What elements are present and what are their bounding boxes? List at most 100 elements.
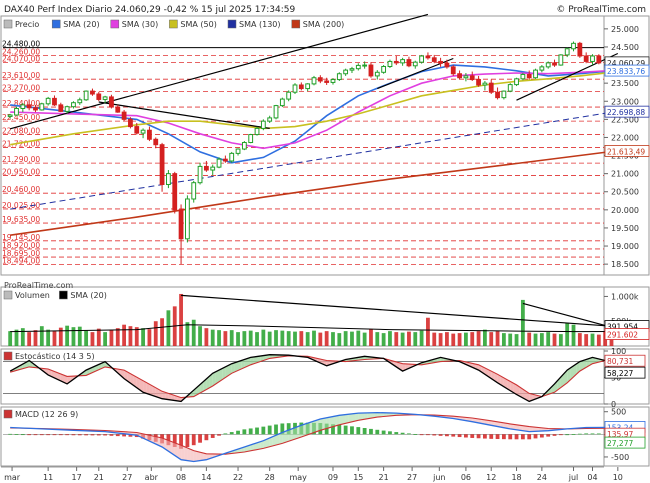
macd-histogram-bar[interactable]: [451, 434, 456, 437]
candle-body[interactable]: [520, 73, 526, 80]
volume-bar[interactable]: [407, 331, 411, 346]
candle-body[interactable]: [159, 144, 165, 186]
macd-histogram-bar[interactable]: [350, 426, 354, 435]
volume-bar[interactable]: [318, 332, 323, 346]
macd-histogram-bar[interactable]: [210, 434, 215, 438]
candle-body[interactable]: [197, 165, 203, 184]
volume-bar[interactable]: [419, 330, 424, 346]
candle-body[interactable]: [102, 96, 108, 100]
volume-bar[interactable]: [261, 329, 266, 346]
macd-histogram-bar[interactable]: [381, 430, 386, 435]
price-panel[interactable]: Precio SMA (20) SMA (30) SMA (50) SMA (130) S…: [2, 13, 650, 269]
macd-histogram-bar[interactable]: [527, 434, 532, 440]
candle-body[interactable]: [463, 75, 469, 79]
macd-histogram-bar[interactable]: [172, 434, 177, 447]
volume-bar[interactable]: [539, 333, 544, 346]
candle-body[interactable]: [362, 64, 368, 67]
volume-bar[interactable]: [84, 330, 89, 346]
candle-body[interactable]: [90, 90, 95, 95]
candle-body[interactable]: [381, 66, 387, 73]
candle-body[interactable]: [191, 182, 197, 200]
volume-bar[interactable]: [46, 329, 51, 346]
candle-body[interactable]: [83, 90, 89, 101]
volume-bar[interactable]: [362, 332, 367, 346]
candle-body[interactable]: [71, 102, 76, 108]
volume-bar[interactable]: [331, 332, 335, 346]
macd-histogram-bar[interactable]: [508, 434, 513, 440]
candle-body[interactable]: [444, 62, 450, 68]
candle-body[interactable]: [545, 62, 551, 68]
candle-body[interactable]: [147, 129, 152, 140]
macd-histogram-bar[interactable]: [84, 434, 89, 436]
macd-histogram-bar[interactable]: [122, 434, 126, 437]
volume-bar[interactable]: [109, 329, 114, 346]
volume-bar[interactable]: [413, 332, 418, 346]
macd-histogram-bar[interactable]: [103, 434, 108, 436]
volume-bar[interactable]: [128, 326, 133, 346]
volume-bar[interactable]: [558, 334, 563, 346]
macd-histogram-bar[interactable]: [8, 433, 13, 435]
candle-body[interactable]: [577, 42, 583, 57]
candle-body[interactable]: [406, 59, 412, 67]
volume-bar[interactable]: [426, 317, 430, 346]
macd-histogram-bar[interactable]: [20, 434, 25, 436]
macd-histogram-bar[interactable]: [520, 434, 525, 440]
macd-histogram-bar[interactable]: [546, 434, 551, 437]
macd-histogram-bar[interactable]: [501, 434, 506, 440]
macd-histogram-bar[interactable]: [90, 434, 95, 436]
macd-histogram-bar[interactable]: [267, 425, 272, 435]
volume-bar[interactable]: [432, 332, 437, 346]
volume-bar[interactable]: [229, 330, 234, 346]
candle-body[interactable]: [387, 60, 393, 68]
volume-bar[interactable]: [508, 333, 513, 346]
macd-histogram-bar[interactable]: [204, 434, 209, 441]
candle-body[interactable]: [564, 48, 570, 56]
volume-bar[interactable]: [134, 327, 139, 346]
volume-bar[interactable]: [400, 332, 405, 346]
volume-bar[interactable]: [286, 331, 291, 346]
candle-body[interactable]: [153, 138, 159, 146]
macd-histogram-bar[interactable]: [400, 432, 405, 435]
volume-bar[interactable]: [533, 333, 538, 346]
macd-histogram-bar[interactable]: [128, 434, 133, 437]
candle-body[interactable]: [438, 60, 443, 64]
candle-body[interactable]: [393, 60, 399, 64]
macd-histogram-bar[interactable]: [419, 434, 424, 436]
candle-body[interactable]: [317, 77, 323, 82]
macd-histogram-bar[interactable]: [14, 434, 19, 435]
candle-body[interactable]: [172, 173, 178, 211]
candle-body[interactable]: [121, 111, 127, 120]
macd-histogram-bar[interactable]: [242, 429, 247, 435]
volume-bar[interactable]: [103, 332, 108, 346]
macd-histogram-bar[interactable]: [115, 434, 120, 437]
macd-histogram-bar[interactable]: [223, 433, 228, 435]
volume-bar[interactable]: [596, 334, 601, 346]
volume-bar[interactable]: [489, 332, 494, 346]
macd-histogram-bar[interactable]: [464, 434, 468, 438]
macd-histogram-bar[interactable]: [445, 434, 449, 437]
volume-bar[interactable]: [27, 332, 32, 346]
candle-body[interactable]: [286, 91, 292, 100]
volume-bar[interactable]: [77, 326, 82, 346]
volume-bar[interactable]: [470, 332, 475, 346]
macd-histogram-bar[interactable]: [198, 434, 202, 443]
volume-bar[interactable]: [198, 326, 202, 346]
candle-body[interactable]: [203, 165, 209, 171]
macd-histogram-bar[interactable]: [426, 434, 430, 436]
volume-bar[interactable]: [14, 329, 19, 346]
volume-bar[interactable]: [90, 332, 95, 346]
volume-bar[interactable]: [388, 331, 392, 346]
volume-bar[interactable]: [584, 334, 589, 346]
volume-bar[interactable]: [369, 329, 373, 346]
candle-body[interactable]: [482, 82, 488, 86]
volume-bar[interactable]: [375, 332, 380, 346]
macd-histogram-bar[interactable]: [571, 434, 576, 435]
volume-bar[interactable]: [210, 329, 215, 346]
volume-bar[interactable]: [255, 332, 259, 346]
macd-histogram-bar[interactable]: [343, 425, 348, 435]
macd-histogram-bar[interactable]: [432, 434, 437, 436]
macd-histogram-bar[interactable]: [248, 428, 253, 435]
volume-bar[interactable]: [71, 327, 76, 346]
candle-body[interactable]: [330, 79, 336, 83]
